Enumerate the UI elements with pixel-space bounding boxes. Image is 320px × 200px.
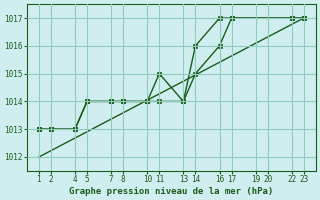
X-axis label: Graphe pression niveau de la mer (hPa): Graphe pression niveau de la mer (hPa) bbox=[69, 187, 274, 196]
